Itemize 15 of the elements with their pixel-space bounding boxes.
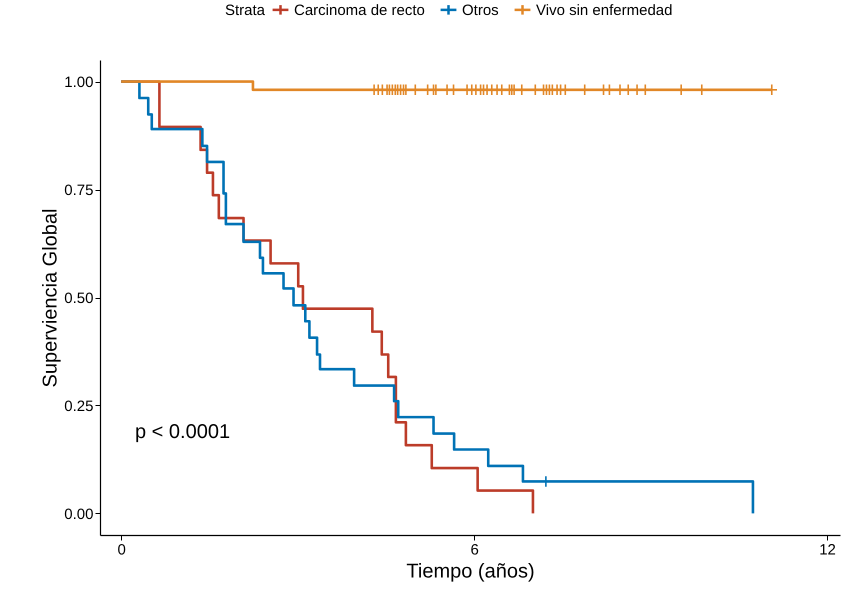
legend-label: Vivo sin enfermedad: [536, 2, 672, 19]
legend-title: Strata: [225, 2, 266, 19]
x-tick-label: 12: [819, 542, 836, 558]
y-tick-label: 0.25: [64, 398, 94, 415]
y-tick-label: 0.00: [64, 506, 94, 523]
y-tick-label: 0.50: [64, 290, 94, 307]
y-tick-label: 0.75: [64, 182, 94, 200]
y-axis-title: Superviencia Global: [39, 208, 62, 388]
x-tick-label: 0: [118, 542, 126, 558]
y-tick-label: 1.00: [64, 74, 94, 92]
legend-label: Otros: [462, 2, 499, 19]
x-tick-label: 6: [470, 542, 479, 558]
annotation: p < 0.0001: [135, 421, 230, 443]
legend-label: Carcinoma de recto: [294, 2, 425, 19]
x-axis-title: Tiempo (años): [406, 560, 535, 582]
